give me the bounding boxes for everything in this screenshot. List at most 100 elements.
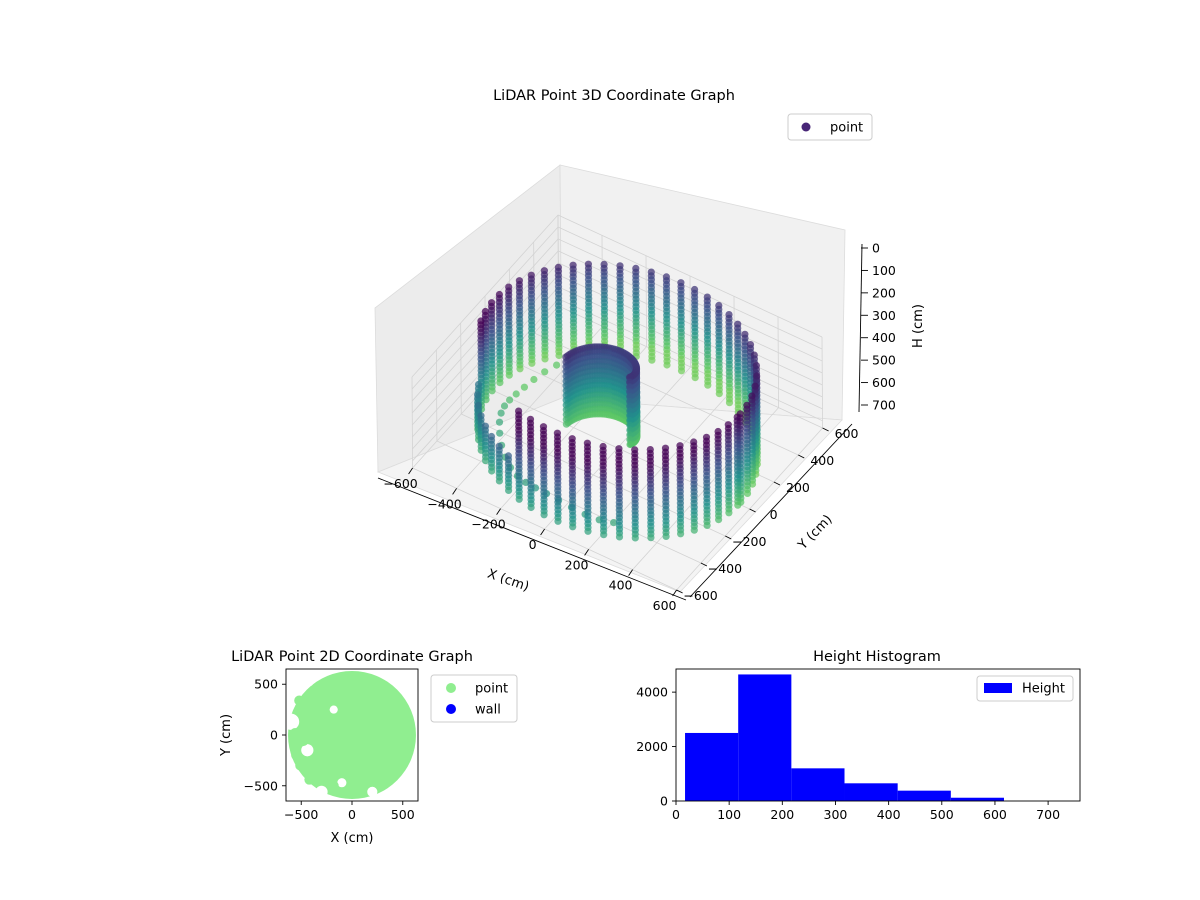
y-tick-mark-3d [725, 535, 732, 540]
legend-histogram-frame [976, 675, 1074, 702]
x-tick-mark-3d [452, 488, 457, 495]
point-2d [305, 719, 316, 730]
point-3d [530, 375, 538, 384]
point-3d [600, 531, 608, 539]
point-3d [515, 495, 523, 503]
x-tick-label-3d: −400 [427, 496, 461, 511]
legend-3d-marker-point [801, 122, 811, 132]
histogram-bar [738, 674, 792, 801]
chart-2d-title: LiDAR Point 2D Coordinate Graph [231, 649, 473, 665]
histogram-bar [791, 768, 845, 801]
x-tick-label-3d: −600 [383, 476, 417, 491]
y-tick-mark-3d [773, 481, 781, 486]
void-2d [301, 744, 314, 757]
x-tick-label-2d: 500 [391, 807, 415, 822]
point-3d [482, 457, 490, 465]
point-3d [703, 521, 711, 530]
histogram-title: Height Histogram [813, 649, 941, 665]
point-3d [512, 390, 520, 398]
x-tick-label-3d: 200 [565, 557, 589, 572]
z-axis-label-3d: H (cm) [911, 304, 926, 348]
point-3d [496, 429, 504, 437]
chart-3d: LiDAR Point 3D Coordinate Graph −600 −400… [374, 88, 926, 613]
point-3d [631, 534, 639, 542]
point-3d [505, 486, 513, 494]
point-2d [304, 774, 315, 785]
point-2d [299, 707, 310, 718]
x-axis-line [377, 477, 687, 601]
y-tick-label-3d: 400 [810, 453, 834, 468]
histogram-bar [897, 790, 951, 801]
void-2d [315, 785, 328, 798]
points-2d [286, 671, 416, 799]
y-tick-mark-3d [822, 427, 829, 432]
point-3d [506, 396, 514, 404]
x-tick-mark-3d [672, 589, 677, 597]
x-tick-label-2d: −500 [284, 807, 318, 822]
legend-3d-frame [787, 113, 873, 141]
point-3d [527, 503, 535, 512]
x-tick-label-2d: 0 [348, 807, 356, 822]
legend-histogram: Height [976, 675, 1074, 702]
z-tick-label-3d: 0 [872, 241, 880, 256]
x-tick-label-histogram: 600 [983, 807, 1007, 822]
void-2d [337, 778, 347, 788]
histogram-bars [685, 674, 1004, 801]
point-3d [488, 467, 496, 475]
grid-line-3d [411, 376, 413, 469]
grid-line-3d [411, 214, 559, 378]
x-tick-label-3d: 0 [529, 537, 537, 552]
void-2d [367, 786, 378, 797]
x-axis-label-2d: X (cm) [331, 831, 374, 846]
y-tick-label-3d: −400 [708, 561, 742, 576]
z-tick-label-3d: 200 [872, 285, 896, 300]
y-tick-label-3d: 600 [835, 426, 859, 441]
legend-3d-label-point: point [830, 121, 863, 136]
z-ticks-3d: 0 100 200 300 400 500 600 700 [861, 241, 896, 413]
point-2d [295, 760, 306, 771]
y-tick-label-3d: −200 [732, 534, 766, 549]
legend-2d-marker-wall [446, 704, 456, 714]
x-tick-label-histogram: 300 [824, 807, 848, 822]
point-3d [497, 409, 505, 417]
point-3d [648, 356, 656, 364]
y-tick-label-histogram: 2000 [636, 739, 668, 754]
x-tick-mark-3d [628, 569, 633, 576]
x-tick-label-histogram: 0 [672, 807, 680, 822]
ticks-2d: −500 0 500 −500 0 500 [244, 677, 415, 822]
point-2d [328, 780, 339, 791]
point-2d [290, 727, 301, 738]
point-3d [516, 365, 524, 373]
y-tick-mark-3d [798, 454, 805, 459]
z-tick-label-3d: 700 [872, 398, 896, 413]
legend-histogram-label: Height [1022, 682, 1065, 697]
grid-line-3d [777, 316, 779, 408]
point-3d [704, 381, 712, 389]
point-2d [298, 736, 309, 747]
y-axis-label-2d: Y (cm) [219, 714, 234, 757]
chart-2d: LiDAR Point 2D Coordinate Graph −500 0 500… [219, 649, 518, 846]
y-tick-label-2d: 500 [254, 677, 278, 692]
x-tick-label-histogram: 700 [1036, 807, 1060, 822]
y-tick-mark-3d [700, 562, 708, 567]
grid-line-3d [557, 238, 823, 362]
point-3d [495, 418, 504, 426]
plot-frame-histogram [675, 668, 1081, 802]
point-2d [320, 772, 331, 783]
y-tick-mark-3d [676, 589, 683, 594]
z-axis-line [858, 243, 863, 413]
point-3d [569, 523, 577, 531]
point-3d [541, 355, 549, 363]
x-tick-label-histogram: 500 [930, 807, 954, 822]
point-2d [294, 695, 305, 706]
x-tick-label-3d: 400 [609, 578, 633, 593]
z-tick-label-3d: 600 [872, 375, 896, 390]
y-axis-label-3d: Y (cm) [795, 512, 836, 553]
legend-histogram-swatch [984, 683, 1012, 693]
x-tick-label-histogram: 100 [717, 807, 741, 822]
point-2d [308, 758, 319, 769]
point-3d [715, 390, 723, 398]
y-tick-label-histogram: 0 [660, 794, 668, 809]
